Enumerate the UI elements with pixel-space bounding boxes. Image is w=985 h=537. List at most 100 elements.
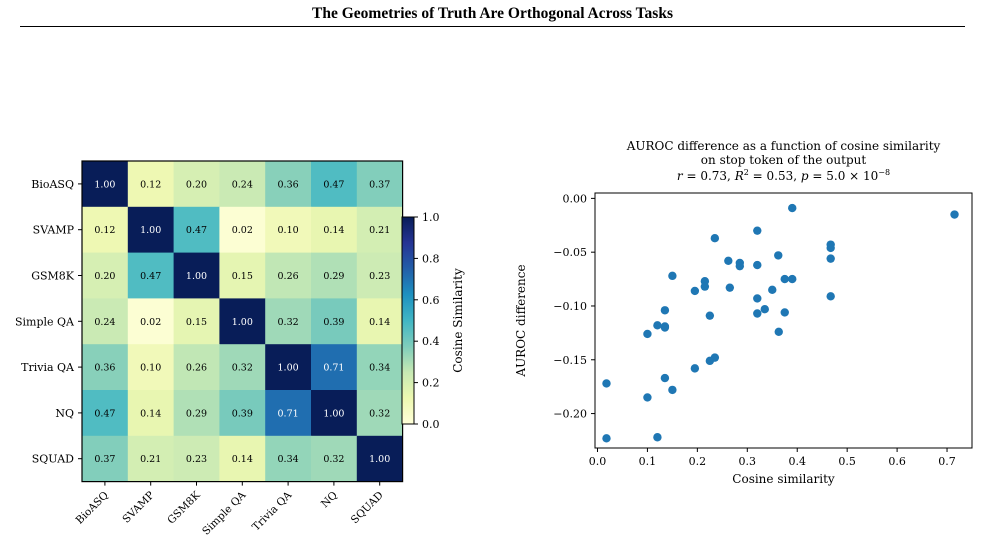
heatmap-cell-value: 0.12 xyxy=(94,225,115,236)
heatmap-cell-value: 0.21 xyxy=(140,454,161,465)
heatmap-cell-value: 0.26 xyxy=(278,271,299,282)
heatmap-cell-value: 0.14 xyxy=(369,317,390,328)
heatmap-cell xyxy=(265,161,312,208)
stat-p-value: 5.0 × 10 xyxy=(826,169,878,183)
scatter-point xyxy=(668,271,677,281)
heatmap-cell xyxy=(311,344,358,391)
scatter-point xyxy=(725,283,735,292)
x-tick-label: 0.6 xyxy=(888,455,906,468)
heatmap-cell-value: 0.32 xyxy=(232,363,253,374)
header-rule xyxy=(20,26,965,27)
page-header: The Geometries of Truth Are Orthogonal A… xyxy=(0,0,985,30)
scatter-point xyxy=(826,292,835,301)
scatter-point xyxy=(643,393,652,402)
heatmap-cell-value: 0.02 xyxy=(140,317,161,328)
x-tick-label: 0.0 xyxy=(589,455,607,468)
colorbar-tick-label: 0.0 xyxy=(422,418,440,431)
heatmap-cell-value: 0.36 xyxy=(94,363,115,374)
x-tick-label: 0.3 xyxy=(739,455,757,468)
heatmap-cell xyxy=(127,161,174,208)
heatmap-cell xyxy=(311,206,358,253)
x-tick-label: 0.4 xyxy=(788,455,806,468)
scatter-point xyxy=(653,433,662,442)
heatmap-cell xyxy=(127,298,174,345)
scatter-point xyxy=(780,308,789,317)
stat-r-value: 0.73 xyxy=(700,169,727,183)
heatmap-cell xyxy=(311,298,358,345)
stat-r2-label: R xyxy=(734,169,744,183)
scatter-point xyxy=(826,243,835,253)
heatmap-col-label: Trivia QA xyxy=(250,489,294,533)
heatmap-cell-value: 0.39 xyxy=(232,408,253,419)
heatmap-cell xyxy=(356,161,403,208)
heatmap-cell-value: 0.10 xyxy=(140,363,161,374)
scatter-point xyxy=(660,306,670,315)
heatmap-row-label: NQ xyxy=(55,407,74,420)
heatmap-cell-value: 0.20 xyxy=(186,179,207,190)
y-tick-label: −0.10 xyxy=(553,300,587,313)
heatmap-cell-value: 1.00 xyxy=(323,408,344,419)
heatmap-cell xyxy=(82,390,129,437)
y-axis-label: AUROC difference xyxy=(514,264,528,377)
heatmap-cell xyxy=(356,298,403,345)
scatter-point xyxy=(690,286,700,296)
heatmap-cell-value: 1.00 xyxy=(140,225,161,236)
scatter-point xyxy=(724,256,733,265)
heatmap-cell xyxy=(219,161,266,208)
heatmap-cell xyxy=(356,344,403,391)
heatmap-cell-value: 0.21 xyxy=(369,225,390,236)
heatmap-cell-value: 1.00 xyxy=(186,271,207,282)
colorbar-tick-label: 0.2 xyxy=(422,377,440,390)
heatmap-cell-value: 0.36 xyxy=(278,179,299,190)
heatmap-cell-value: 0.15 xyxy=(186,317,207,328)
heatmap-cell-value: 0.47 xyxy=(323,179,344,190)
heatmap-cell xyxy=(127,252,174,299)
heatmap-cell xyxy=(219,298,266,345)
heatmap-cell-value: 0.12 xyxy=(140,179,161,190)
scatter-point xyxy=(950,210,959,219)
scatter-point xyxy=(753,226,762,235)
stat-r2-exp: 2 xyxy=(744,168,749,177)
heatmap-chart: 1.00 0.12 0.20 0.24 0.36 0.47 0.37 0.12 1.00 0.47… xyxy=(15,160,465,537)
heatmap-cell-value: 0.47 xyxy=(140,271,161,282)
heatmap-cell xyxy=(82,298,129,345)
heatmap-cell xyxy=(265,298,312,345)
heatmap-row-label: SQUAD xyxy=(32,453,74,466)
heatmap-cell-value: 1.00 xyxy=(278,363,299,374)
scatter-point xyxy=(602,379,611,388)
scatter-point xyxy=(602,434,611,443)
y-tick-label: −0.15 xyxy=(553,354,587,367)
heatmap-cell-value: 1.00 xyxy=(232,317,253,328)
heatmap-cell-value: 0.14 xyxy=(140,408,161,419)
heatmap-row-label: Simple QA xyxy=(15,315,75,328)
colorbar-tick-label: 1.0 xyxy=(422,211,440,224)
stat-r2-value: 0.53 xyxy=(767,169,794,183)
colorbar-label: Cosine Similarity xyxy=(451,268,465,373)
heatmap-cell xyxy=(311,435,358,482)
y-tick-label: −0.20 xyxy=(553,408,587,421)
heatmap-col-label: Simple QA xyxy=(200,489,249,537)
heatmap-col-label: SVAMP xyxy=(120,489,156,525)
heatmap-cell-value: 0.26 xyxy=(186,363,207,374)
heatmap-row-label: Trivia QA xyxy=(21,361,75,374)
heatmap-cell xyxy=(127,435,174,482)
heatmap-cell xyxy=(311,161,358,208)
scatter-point xyxy=(826,254,835,263)
heatmap-cell-value: 0.34 xyxy=(369,363,390,374)
page-title: The Geometries of Truth Are Orthogonal A… xyxy=(312,5,673,22)
scatter-point xyxy=(705,311,715,320)
scatter-point xyxy=(753,309,762,318)
stat-eq: = xyxy=(809,169,827,183)
heatmap-cell xyxy=(127,206,174,253)
x-tick-label: 0.7 xyxy=(938,455,956,468)
scatter-point xyxy=(710,233,720,243)
heatmap-cell xyxy=(219,344,266,391)
heatmap-cell-value: 1.00 xyxy=(369,454,390,465)
heatmap-cell xyxy=(219,435,266,482)
heatmap-cell xyxy=(127,344,174,391)
heatmap-cell xyxy=(173,252,220,299)
heatmap-cell xyxy=(311,252,358,299)
stat-r-label: r xyxy=(677,169,684,183)
colorbar xyxy=(401,216,415,425)
heatmap-cell-value: 0.29 xyxy=(186,408,207,419)
